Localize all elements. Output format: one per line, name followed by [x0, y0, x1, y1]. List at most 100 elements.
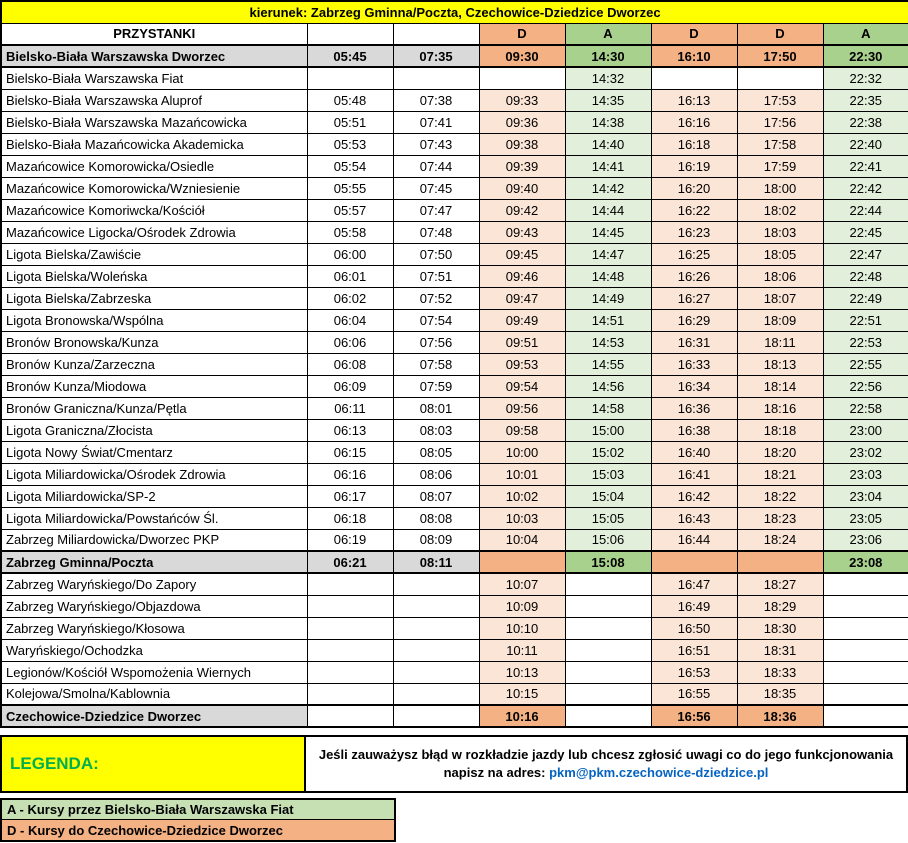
timetable-row: Zabrzeg Waryńskiego/Kłosowa 10:10 16:50 18:… — [0, 616, 908, 640]
time-cell: 07:43 — [392, 132, 480, 156]
time-cell: 09:42 — [478, 198, 566, 222]
stop-name-cell: Bielsko-Biała Warszawska Dworzec — [0, 44, 308, 68]
time-cell: 09:39 — [478, 154, 566, 178]
time-cell: 18:00 — [736, 176, 824, 200]
time-cell: 09:33 — [478, 88, 566, 112]
stop-name-cell: Zabrzeg Waryńskiego/Kłosowa — [0, 616, 308, 640]
time-cell — [478, 66, 566, 90]
timetable-row: Bielsko-Biała Warszawska Dworzec 05:45 07:… — [0, 44, 908, 68]
time-cell: 14:44 — [564, 198, 652, 222]
legend-item-a: A - Kursy przez Bielsko-Biała Warszawska… — [2, 800, 394, 820]
stop-name-cell: Ligota Bronowska/Wspólna — [0, 308, 308, 332]
time-cell: 10:09 — [478, 594, 566, 618]
time-cell — [564, 594, 652, 618]
time-cell: 14:55 — [564, 352, 652, 376]
stops-column-header: PRZYSTANKI — [0, 22, 308, 46]
time-cell: 05:53 — [306, 132, 394, 156]
time-cell — [392, 638, 480, 662]
timetable-row: Ligota Bielska/Zabrzeska 06:02 07:52 09:47 1… — [0, 286, 908, 310]
time-cell — [650, 66, 738, 90]
stop-name-cell: Mazańcowice Komoriwcka/Kościół — [0, 198, 308, 222]
timetable-row: Waryńskiego/Ochodzka 10:11 16:51 18:31 — [0, 638, 908, 662]
contact-email-link[interactable]: pkm@pkm.czechowice-dziedzice.pl — [549, 765, 769, 780]
time-cell: 14:49 — [564, 286, 652, 310]
time-cell: 05:51 — [306, 110, 394, 134]
time-cell: 23:06 — [822, 528, 908, 552]
time-cell: 16:19 — [650, 154, 738, 178]
time-cell: 10:01 — [478, 462, 566, 486]
time-cell — [564, 660, 652, 684]
time-cell: 05:48 — [306, 88, 394, 112]
time-cell: 07:38 — [392, 88, 480, 112]
time-cell: 07:54 — [392, 308, 480, 332]
stop-name-cell: Ligota Bielska/Zawiście — [0, 242, 308, 266]
timetable-row: Ligota Bielska/Zawiście 06:00 07:50 09:45 14… — [0, 242, 908, 266]
stop-name-cell: Zabrzeg Gminna/Poczta — [0, 550, 308, 574]
time-cell: 17:59 — [736, 154, 824, 178]
time-cell: 14:41 — [564, 154, 652, 178]
stop-name-cell: Kolejowa/Smolna/Kablownia — [0, 682, 308, 706]
time-cell: 16:40 — [650, 440, 738, 464]
time-cell — [306, 660, 394, 684]
timetable-row: Ligota Miliardowicka/SP-2 06:17 08:07 10:02… — [0, 484, 908, 508]
time-cell: 07:56 — [392, 330, 480, 354]
time-cell: 16:16 — [650, 110, 738, 134]
time-cell: 16:31 — [650, 330, 738, 354]
stop-name-cell: Bielsko-Biała Warszawska Fiat — [0, 66, 308, 90]
time-cell — [392, 572, 480, 596]
timetable-row: Mazańcowice Ligocka/Ośrodek Zdrowia 05:58… — [0, 220, 908, 244]
time-cell: 18:11 — [736, 330, 824, 354]
time-cell: 16:25 — [650, 242, 738, 266]
time-cell: 18:05 — [736, 242, 824, 266]
time-cell: 22:40 — [822, 132, 908, 156]
timetable-row: Ligota Miliardowicka/Ośrodek Zdrowia 06:1… — [0, 462, 908, 486]
time-cell: 16:20 — [650, 176, 738, 200]
stop-name-cell: Ligota Nowy Świat/Cmentarz — [0, 440, 308, 464]
time-cell: 14:53 — [564, 330, 652, 354]
time-cell: 05:45 — [306, 44, 394, 68]
time-cell: 22:32 — [822, 66, 908, 90]
time-cell: 05:58 — [306, 220, 394, 244]
time-cell: 15:04 — [564, 484, 652, 508]
time-cell: 18:21 — [736, 462, 824, 486]
time-cell: 16:55 — [650, 682, 738, 706]
time-cell: 16:23 — [650, 220, 738, 244]
time-cell — [822, 704, 908, 728]
time-cell: 22:44 — [822, 198, 908, 222]
column-header-blank — [306, 22, 394, 46]
timetable-row: Bielsko-Biała Warszawska Aluprof 05:48 07:… — [0, 88, 908, 112]
timetable-row: Zabrzeg Miliardowicka/Dworzec PKP 06:19 08… — [0, 528, 908, 552]
time-cell — [564, 572, 652, 596]
time-cell: 22:42 — [822, 176, 908, 200]
stop-name-cell: Ligota Bielska/Zabrzeska — [0, 286, 308, 310]
time-cell: 06:19 — [306, 528, 394, 552]
time-cell: 22:58 — [822, 396, 908, 420]
stop-name-cell: Bronów Bronowska/Kunza — [0, 330, 308, 354]
timetable-row: Kolejowa/Smolna/Kablownia 10:15 16:55 18:35 — [0, 682, 908, 706]
time-cell: 22:49 — [822, 286, 908, 310]
time-cell — [822, 572, 908, 596]
time-cell: 18:09 — [736, 308, 824, 332]
time-cell: 22:56 — [822, 374, 908, 398]
time-cell: 06:11 — [306, 396, 394, 420]
time-cell: 14:35 — [564, 88, 652, 112]
time-cell: 06:15 — [306, 440, 394, 464]
time-cell: 09:54 — [478, 374, 566, 398]
time-cell: 06:01 — [306, 264, 394, 288]
time-cell: 14:45 — [564, 220, 652, 244]
timetable-row: Bronów Kunza/Zarzeczna 06:08 07:58 09:53 14:… — [0, 352, 908, 376]
legend-item-d: D - Kursy do Czechowice-Dziedzice Dworze… — [2, 820, 394, 840]
stop-name-cell: Bielsko-Biała Warszawska Aluprof — [0, 88, 308, 112]
time-cell: 18:23 — [736, 506, 824, 530]
time-cell — [306, 638, 394, 662]
time-cell: 22:55 — [822, 352, 908, 376]
time-cell: 18:16 — [736, 396, 824, 420]
time-cell: 18:24 — [736, 528, 824, 552]
time-cell: 23:02 — [822, 440, 908, 464]
time-cell: 16:22 — [650, 198, 738, 222]
time-cell: 08:03 — [392, 418, 480, 442]
timetable-row: Ligota Nowy Świat/Cmentarz 06:15 08:05 10:0… — [0, 440, 908, 464]
timetable-row: Bronów Graniczna/Kunza/Pętla 06:11 08:01 09… — [0, 396, 908, 420]
time-cell — [564, 704, 652, 728]
